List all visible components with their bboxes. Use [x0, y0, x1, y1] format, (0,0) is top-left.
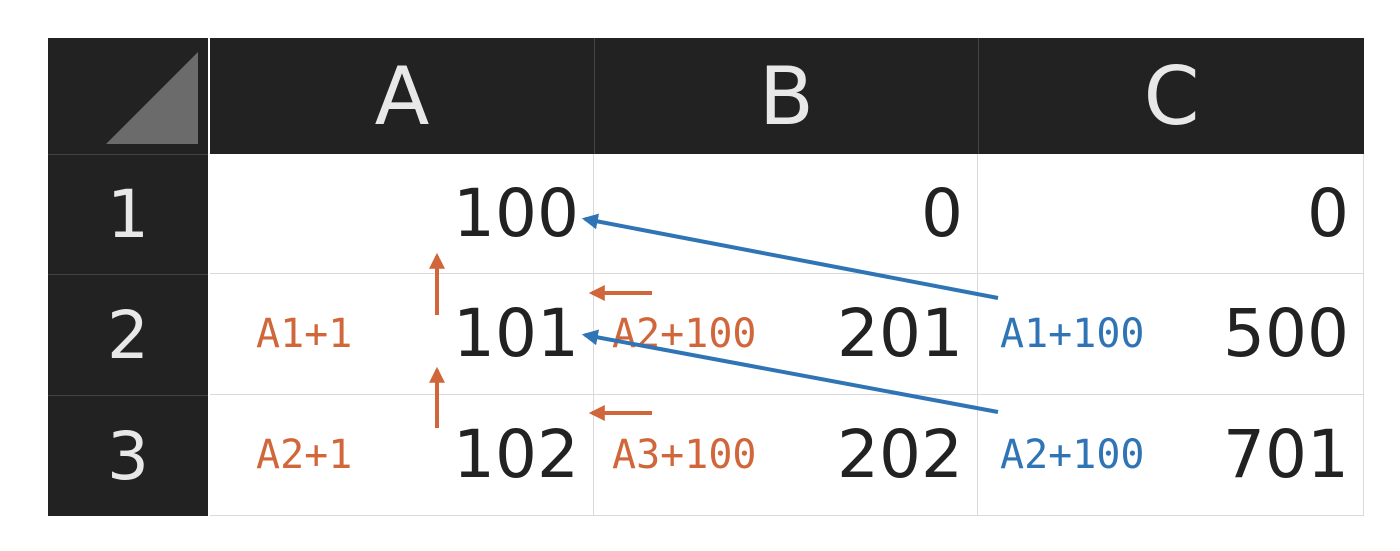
column-header-c[interactable]: C: [978, 38, 1364, 154]
cell-c2-formula: A1+100: [1000, 311, 1145, 357]
cell-b3[interactable]: A3+100 202: [594, 395, 978, 516]
cell-c2[interactable]: A1+100 500: [978, 274, 1364, 395]
cell-c2-value: 500: [1223, 295, 1349, 372]
cell-b3-formula: A3+100: [612, 432, 757, 478]
cell-b2[interactable]: A2+100 201: [594, 274, 978, 395]
cell-b2-formula: A2+100: [612, 311, 757, 357]
cell-a1-value: 100: [453, 174, 579, 252]
spreadsheet: A B C 1 2 3 100 0 0 A1+1 101 A2+100 201 …: [48, 38, 1364, 516]
cell-c1[interactable]: 0: [978, 154, 1364, 274]
cell-c1-value: 0: [1307, 174, 1349, 252]
cell-c3-value: 701: [1223, 416, 1349, 493]
column-header-b[interactable]: B: [594, 38, 978, 154]
cell-b2-value: 201: [837, 295, 963, 372]
cell-a2[interactable]: A1+1 101: [210, 274, 594, 395]
cell-a2-value: 101: [453, 295, 579, 372]
cell-b3-value: 202: [837, 416, 963, 493]
corner-triangle-icon: [106, 52, 198, 144]
cell-a3-value: 102: [453, 416, 579, 493]
row-header-2[interactable]: 2: [48, 274, 208, 395]
cell-b1-value: 0: [921, 174, 963, 252]
cell-a1[interactable]: 100: [210, 154, 594, 274]
cell-b1[interactable]: 0: [594, 154, 978, 274]
select-all-corner[interactable]: [48, 38, 208, 154]
cell-c3-formula: A2+100: [1000, 432, 1145, 478]
cell-a2-formula: A1+1: [256, 311, 353, 357]
cell-c3[interactable]: A2+100 701: [978, 395, 1364, 516]
cell-a3[interactable]: A2+1 102: [210, 395, 594, 516]
row-header-3[interactable]: 3: [48, 395, 208, 516]
column-header-a[interactable]: A: [210, 38, 594, 154]
cell-a3-formula: A2+1: [256, 432, 353, 478]
row-header-1[interactable]: 1: [48, 154, 208, 274]
